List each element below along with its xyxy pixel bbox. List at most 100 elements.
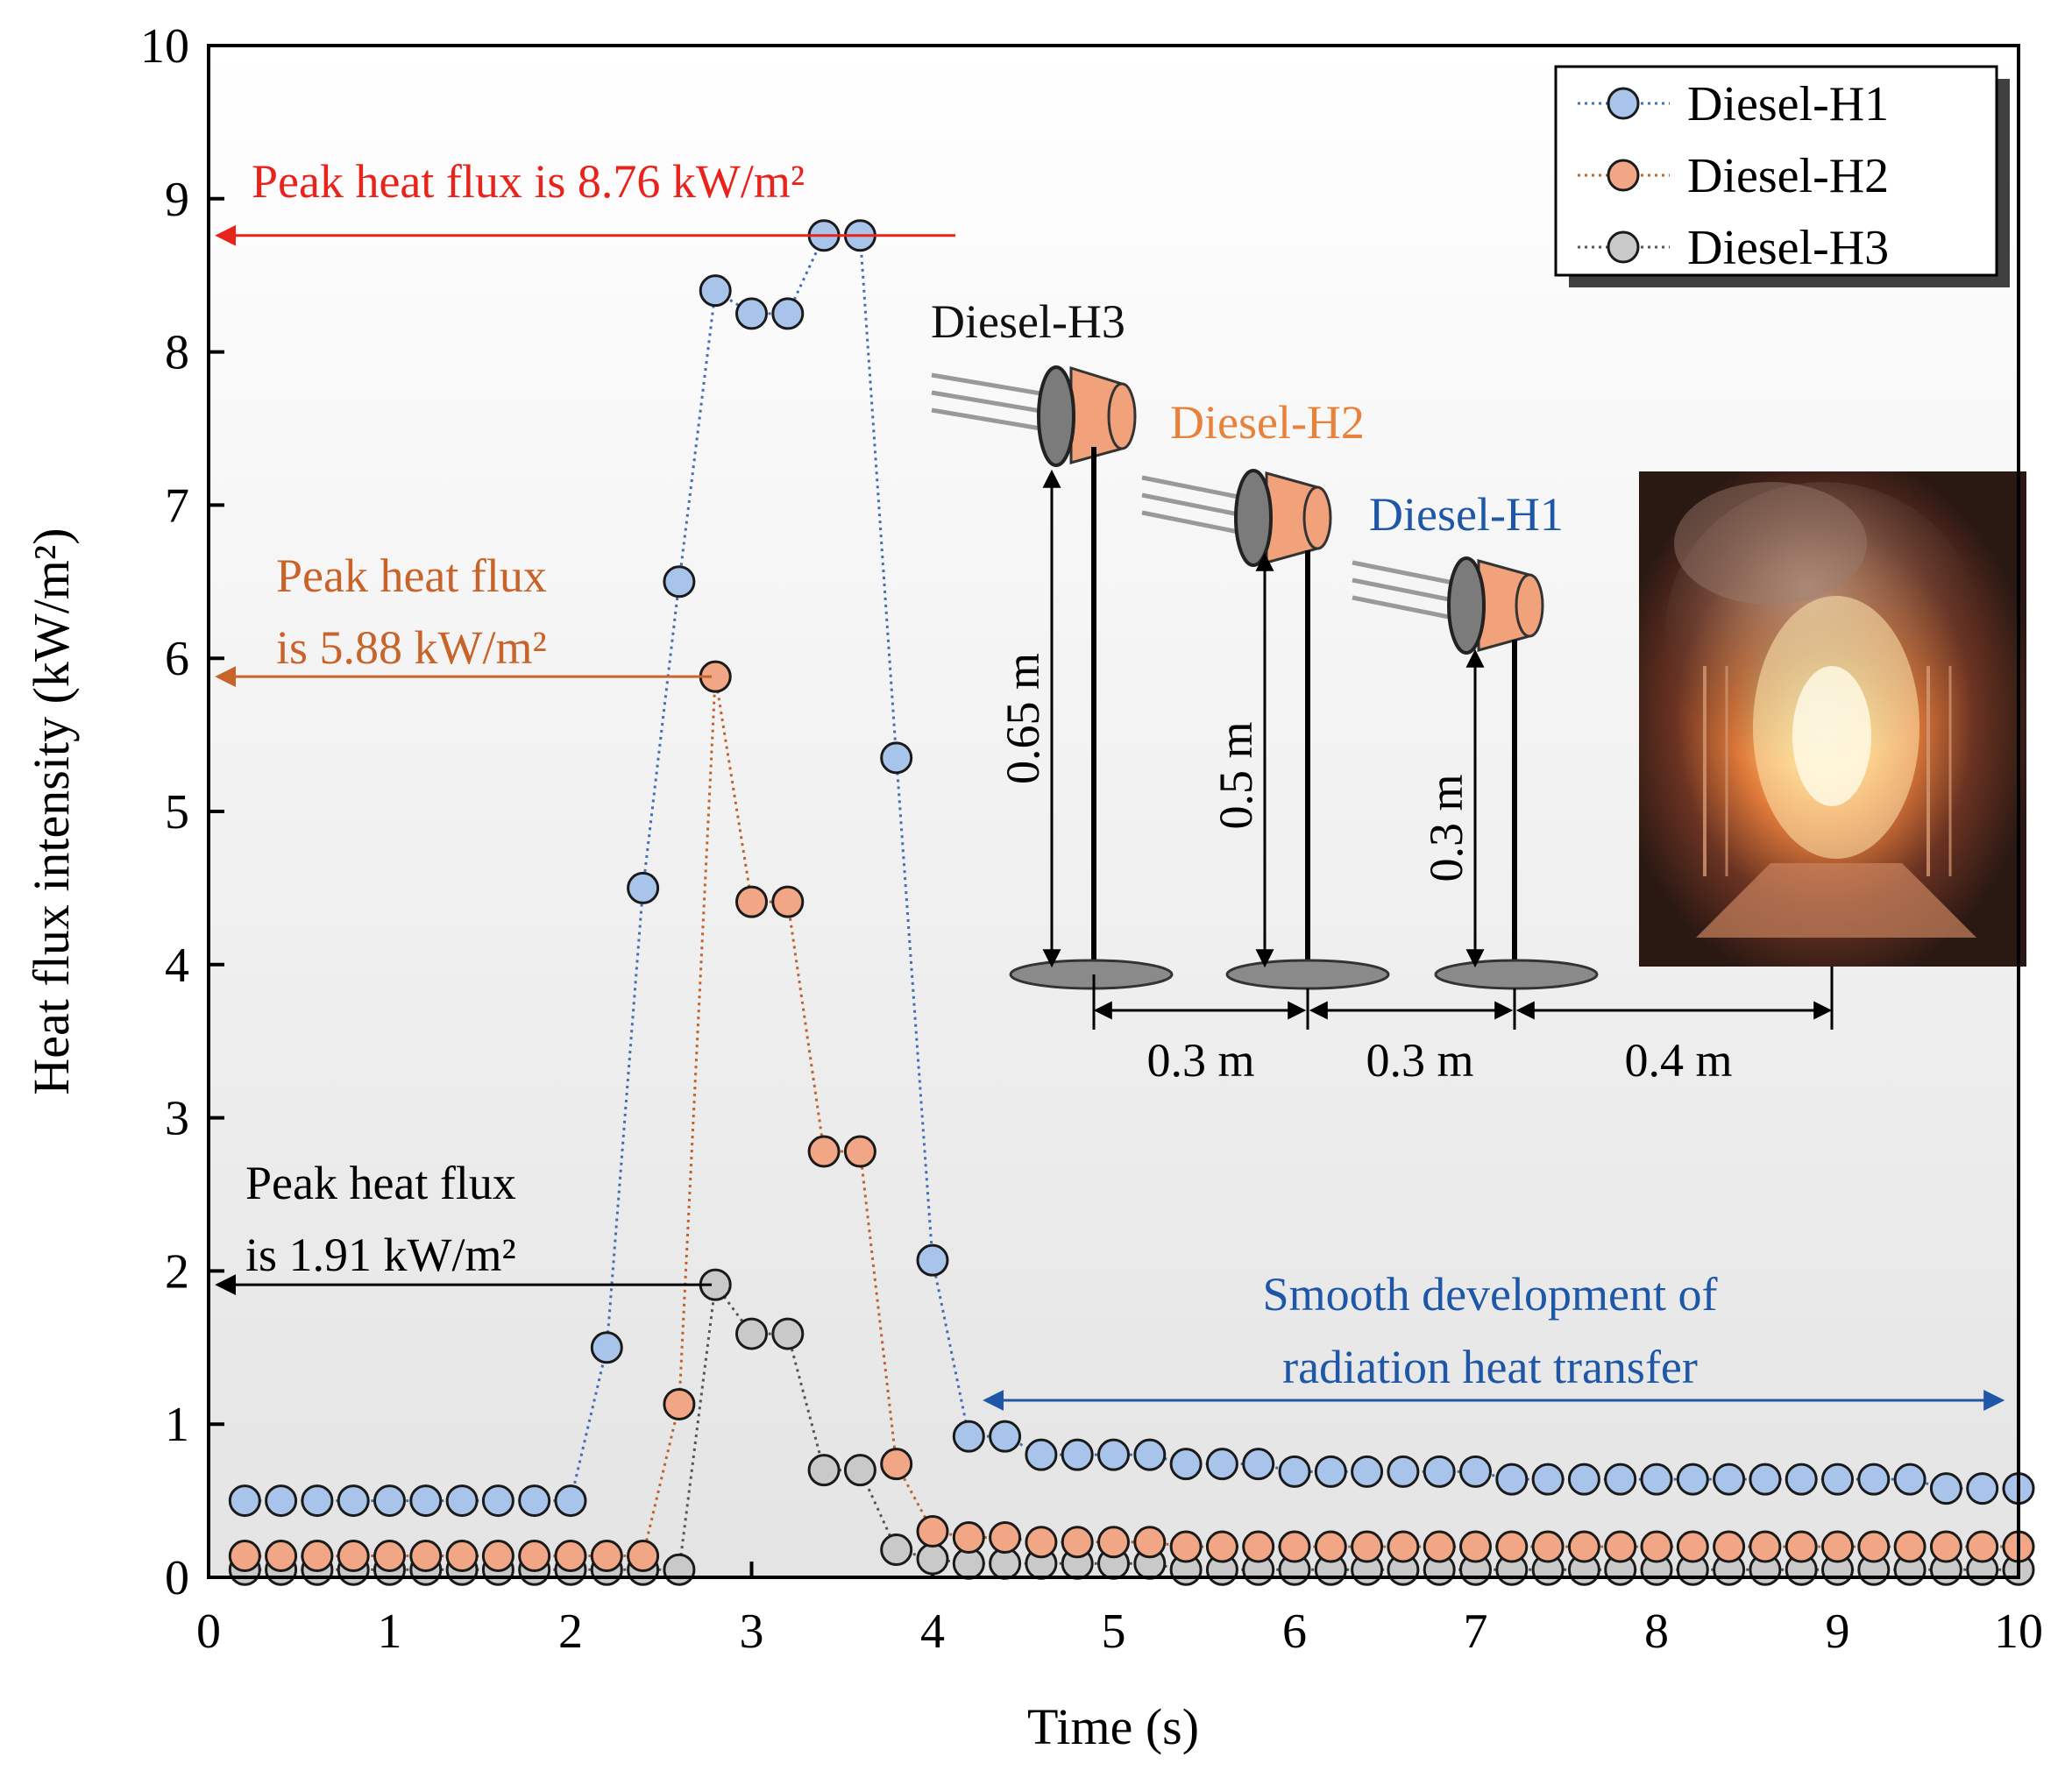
data-point-diesel-h2 [1387,1530,1420,1563]
data-point-diesel-h2 [518,1540,551,1573]
y-tick-label: 2 [165,1244,189,1299]
data-point-diesel-h2 [1097,1526,1130,1559]
fire-photo [1639,471,2026,967]
data-point-diesel-h2 [1242,1530,1275,1563]
y-tick-label: 3 [165,1092,189,1146]
data-point-diesel-h1 [1314,1455,1347,1488]
data-point-diesel-h2 [1531,1530,1565,1563]
data-point-diesel-h2 [1821,1530,1854,1563]
data-point-diesel-h1 [1097,1438,1130,1471]
data-point-diesel-h2 [1929,1530,1962,1563]
legend-marker [1607,87,1640,120]
data-point-diesel-h1 [1423,1455,1456,1488]
data-point-diesel-h1 [554,1484,587,1518]
y-axis-title: Heat flux intensity (kW/m²) [23,528,80,1094]
y-tick-label: 0 [165,1551,189,1605]
data-point-diesel-h1 [1495,1463,1529,1496]
data-point-diesel-h2 [1025,1526,1058,1559]
data-point-diesel-h2 [1314,1530,1347,1563]
data-point-diesel-h3 [807,1454,841,1487]
x-tick-label: 6 [1282,1604,1307,1659]
data-point-diesel-h1 [1966,1472,1999,1505]
data-point-diesel-h1 [445,1484,479,1518]
data-point-diesel-h1 [1676,1463,1709,1496]
data-point-diesel-h1 [1061,1438,1094,1471]
x-tick-label: 0 [196,1604,221,1659]
data-point-diesel-h2 [1459,1530,1492,1563]
data-point-diesel-h1 [1169,1448,1203,1481]
data-point-diesel-h1 [409,1484,443,1518]
data-point-diesel-h2 [916,1515,949,1548]
data-point-diesel-h1 [1531,1463,1565,1496]
x-tick-label: 5 [1102,1604,1126,1659]
data-point-diesel-h2 [1676,1530,1709,1563]
data-point-diesel-h2 [228,1540,261,1573]
data-point-diesel-h2 [1061,1526,1094,1559]
legend-marker [1607,230,1640,264]
x-tick-label: 7 [1464,1604,1488,1659]
y-tick-label: 9 [165,173,189,227]
data-point-diesel-h3 [916,1542,949,1576]
data-point-diesel-h2 [1423,1530,1456,1563]
data-point-diesel-h1 [916,1243,949,1277]
data-point-diesel-h2 [952,1521,985,1555]
data-point-diesel-h1 [1857,1463,1891,1496]
data-point-diesel-h2 [445,1540,479,1573]
data-point-diesel-h1 [1640,1463,1673,1496]
data-point-diesel-h1 [880,741,913,775]
data-point-diesel-h2 [1893,1530,1927,1563]
data-point-diesel-h1 [1205,1448,1238,1481]
sensor-h2-graphic [1141,469,1390,990]
data-point-diesel-h1 [699,274,732,308]
sensor-diagram: Diesel-H3 Diesel-H2 Diesel-H1 0.65 m 0.5… [931,295,2026,1087]
data-point-diesel-h3 [843,1454,876,1487]
x-axis-title: Time (s) [1027,1698,1199,1755]
data-point-diesel-h1 [373,1484,406,1518]
inset-label-h1: Diesel-H1 [1369,488,1564,541]
data-point-diesel-h1 [1567,1463,1600,1496]
data-point-diesel-h2 [807,1135,841,1168]
data-point-diesel-h1 [590,1331,623,1364]
y-tick-label: 1 [165,1398,189,1452]
data-point-diesel-h3 [771,1317,805,1350]
data-point-diesel-h3 [663,1553,696,1586]
data-point-diesel-h1 [1713,1463,1746,1496]
data-point-diesel-h2 [554,1540,587,1573]
data-point-diesel-h2 [735,885,768,918]
data-point-diesel-h2 [301,1540,334,1573]
x-tick-label: 3 [740,1604,764,1659]
peak-h2-label-line1: Peak heat flux [276,549,547,602]
data-point-diesel-h1 [1387,1455,1420,1488]
data-point-diesel-h2 [1713,1530,1746,1563]
x-tick-label: 8 [1644,1604,1669,1659]
data-point-diesel-h2 [337,1540,370,1573]
peak-h3-label-line1: Peak heat flux [245,1157,516,1209]
data-point-diesel-h3 [880,1534,913,1567]
x-tick-label: 2 [558,1604,583,1659]
data-point-diesel-h2 [1169,1530,1203,1563]
series-points [228,219,2035,1586]
y-tick-label: 8 [165,326,189,380]
data-point-diesel-h1 [771,297,805,330]
data-point-diesel-h2 [1495,1530,1529,1563]
legend-marker [1607,159,1640,192]
data-point-diesel-h1 [1821,1463,1854,1496]
data-point-diesel-h2 [1567,1530,1600,1563]
data-point-diesel-h1 [1351,1455,1384,1488]
peak-h3-label-line2: is 1.91 kW/m² [245,1229,516,1281]
y-tick-label: 10 [140,19,189,74]
data-point-diesel-h2 [771,885,805,918]
data-point-diesel-h1 [1893,1463,1927,1496]
data-point-diesel-h2 [1278,1530,1311,1563]
data-point-diesel-h1 [1133,1438,1167,1471]
data-point-diesel-h1 [265,1484,298,1518]
data-point-diesel-h1 [989,1420,1022,1453]
legend: Diesel-H1 Diesel-H2 Diesel-H3 [1554,65,2010,287]
inset-label-h2: Diesel-H2 [1170,396,1365,449]
data-point-diesel-h2 [1857,1530,1891,1563]
inset-spacing-1: 0.3 m [1146,1034,1254,1087]
data-point-diesel-h2 [1640,1530,1673,1563]
data-point-diesel-h1 [1604,1463,1637,1496]
inset-label-h3: Diesel-H3 [931,295,1125,348]
